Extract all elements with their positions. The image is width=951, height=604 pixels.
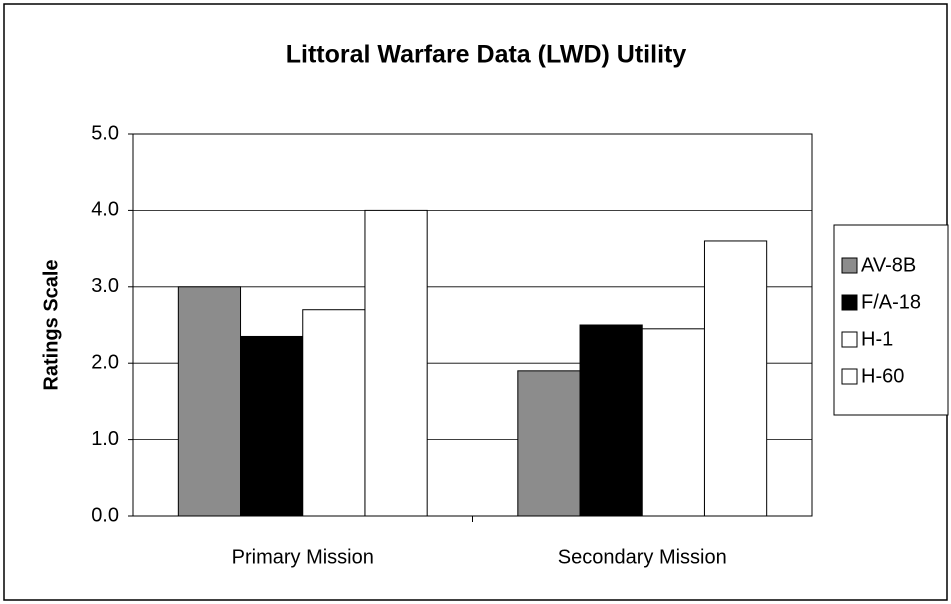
legend-label: H-60 [861, 365, 904, 387]
y-tick-label: 4.0 [91, 199, 119, 221]
legend-label: F/A-18 [861, 291, 921, 313]
legend-swatch [841, 257, 858, 274]
bar [364, 209, 428, 517]
x-tick-label: Secondary Mission [558, 546, 727, 568]
y-tick-label: 0.0 [91, 504, 119, 526]
bar [579, 324, 643, 517]
bar [517, 370, 581, 517]
y-tick-label: 5.0 [91, 122, 119, 144]
bar [177, 286, 242, 517]
x-tick-label: Primary Mission [232, 546, 374, 568]
legend-label: AV-8B [861, 254, 916, 276]
legend-swatch [841, 331, 858, 348]
chart-border [3, 3, 948, 601]
bar [703, 240, 768, 517]
bar [240, 335, 304, 517]
y-axis-label: Ratings Scale [40, 259, 62, 390]
y-tick-label: 3.0 [91, 275, 119, 297]
y-tick-label: 1.0 [91, 428, 119, 450]
legend-swatch [841, 294, 858, 311]
chart-title: Littoral Warfare Data (LWD) Utility [286, 41, 687, 69]
bar [302, 309, 366, 517]
legend-label: H-1 [861, 328, 893, 350]
y-tick-label: 2.0 [91, 351, 119, 373]
legend-swatch [841, 368, 858, 385]
bar [641, 328, 705, 517]
